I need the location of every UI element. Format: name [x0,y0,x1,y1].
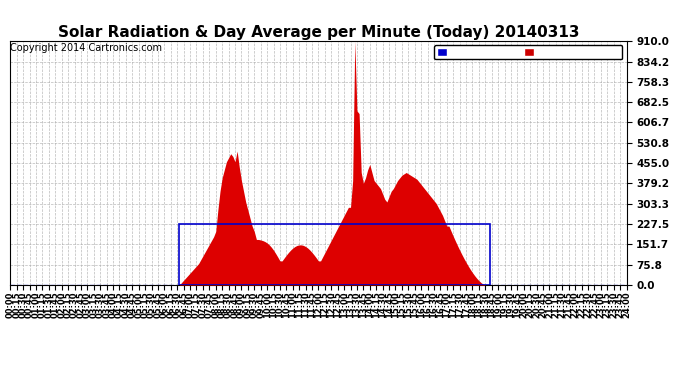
Bar [179,224,490,285]
Text: Copyright 2014 Cartronics.com: Copyright 2014 Cartronics.com [10,43,162,53]
Legend: Median (W/m2), Radiation (W/m2): Median (W/m2), Radiation (W/m2) [434,45,622,59]
Title: Solar Radiation & Day Average per Minute (Today) 20140313: Solar Radiation & Day Average per Minute… [58,25,579,40]
